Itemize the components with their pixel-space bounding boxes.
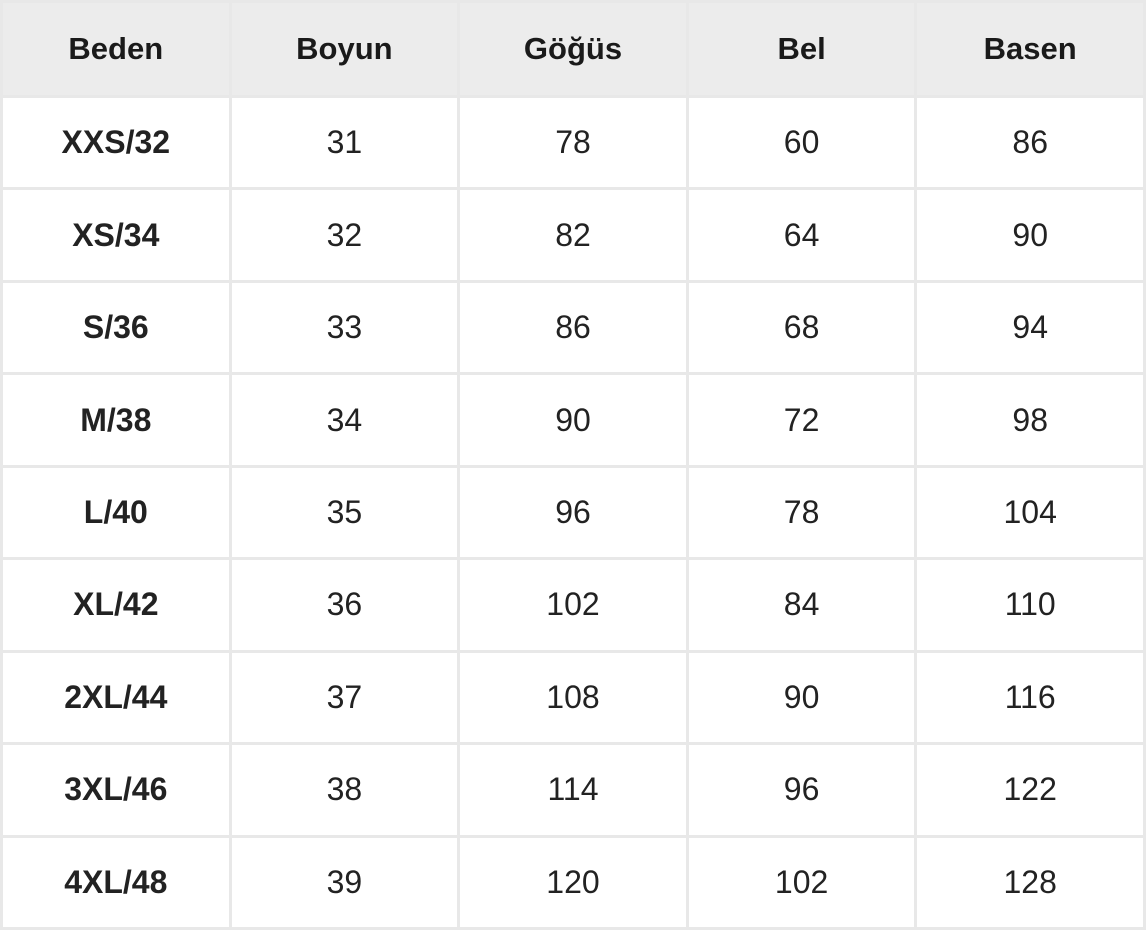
measurement-cell: 90 [688,652,915,743]
column-header: Bel [688,3,915,95]
column-header: Basen [917,3,1143,95]
measurement-cell: 60 [688,98,915,188]
measurement-cell: 31 [231,98,458,188]
measurement-cell: 35 [231,467,458,558]
measurement-cell: 68 [688,282,915,373]
size-label-cell: M/38 [3,375,229,465]
size-label-cell: 4XL/48 [3,837,229,927]
measurement-cell: 102 [688,837,915,927]
measurement-cell: 78 [460,98,686,188]
measurement-cell: 37 [231,652,458,743]
measurement-cell: 96 [688,745,915,835]
measurement-cell: 98 [917,375,1143,465]
measurement-cell: 33 [231,282,458,373]
measurement-cell: 108 [460,652,686,743]
measurement-cell: 72 [688,375,915,465]
measurement-cell: 34 [231,375,458,465]
measurement-cell: 38 [231,745,458,835]
column-header: Boyun [231,3,458,95]
measurement-cell: 82 [460,190,686,280]
measurement-cell: 90 [917,190,1143,280]
size-label-cell: 2XL/44 [3,652,229,743]
measurement-cell: 110 [917,560,1143,650]
size-label-cell: XL/42 [3,560,229,650]
measurement-cell: 78 [688,467,915,558]
measurement-cell: 90 [460,375,686,465]
size-label-cell: S/36 [3,282,229,373]
measurement-cell: 86 [917,98,1143,188]
size-label-cell: XXS/32 [3,98,229,188]
size-label-cell: 3XL/46 [3,745,229,835]
size-label-cell: XS/34 [3,190,229,280]
measurement-cell: 84 [688,560,915,650]
measurement-cell: 39 [231,837,458,927]
measurement-cell: 94 [917,282,1143,373]
measurement-cell: 36 [231,560,458,650]
measurement-cell: 32 [231,190,458,280]
measurement-cell: 64 [688,190,915,280]
column-header: Göğüs [460,3,686,95]
measurement-cell: 86 [460,282,686,373]
size-label-cell: L/40 [3,467,229,558]
measurement-cell: 128 [917,837,1143,927]
measurement-cell: 122 [917,745,1143,835]
measurement-cell: 116 [917,652,1143,743]
measurement-cell: 102 [460,560,686,650]
column-header: Beden [3,3,229,95]
measurement-cell: 96 [460,467,686,558]
measurement-cell: 120 [460,837,686,927]
measurement-cell: 114 [460,745,686,835]
measurement-cell: 104 [917,467,1143,558]
